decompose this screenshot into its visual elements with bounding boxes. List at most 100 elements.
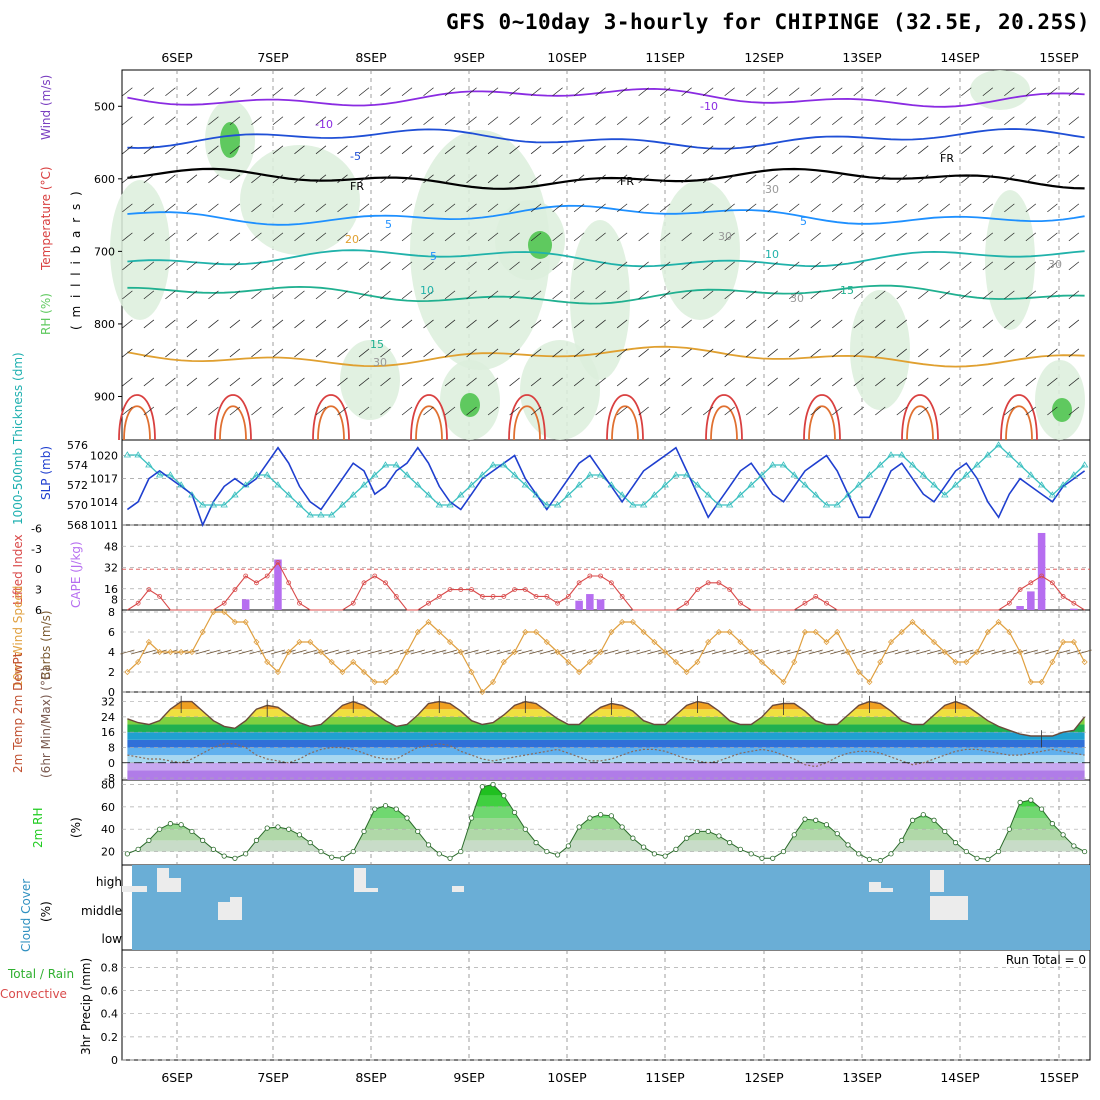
wind-barb xyxy=(552,174,563,184)
surface-wind-barb xyxy=(367,649,382,655)
wind-barb xyxy=(616,377,628,387)
wind-barb xyxy=(552,319,563,329)
surface-wind-barb xyxy=(862,649,877,655)
lifted-index-point xyxy=(447,587,453,592)
lifted-index-point xyxy=(479,594,485,599)
wind-barb xyxy=(681,174,692,184)
wind-speed-point xyxy=(737,638,744,646)
lifted-index-point xyxy=(135,600,141,606)
rh-point xyxy=(210,846,217,852)
wind-barb xyxy=(875,261,886,271)
cape-tick: 48 xyxy=(104,540,118,553)
rh-point xyxy=(264,825,270,831)
thickness-point xyxy=(575,481,583,488)
wind-barb xyxy=(552,261,563,271)
wind-barb xyxy=(315,87,327,97)
wind-barb xyxy=(724,319,735,329)
wind-barb xyxy=(918,406,929,416)
wind-barb xyxy=(638,348,649,358)
wind-barb xyxy=(659,203,671,213)
wind-barb xyxy=(487,348,499,358)
lifted-index-point xyxy=(501,594,507,599)
wind-barb xyxy=(487,406,499,416)
wind-barb xyxy=(789,145,800,155)
wind-barb xyxy=(638,261,649,271)
rh-point xyxy=(253,837,260,843)
wind-barb xyxy=(423,290,434,300)
wind-barb xyxy=(272,232,284,242)
wind-barb xyxy=(1068,145,1080,155)
wind-barb xyxy=(380,290,391,300)
surface-wind-barb xyxy=(539,649,554,655)
wind-barb xyxy=(961,203,972,213)
rh-shading xyxy=(410,130,550,370)
rh-point xyxy=(522,826,528,832)
lifted-index-point xyxy=(522,587,528,592)
wind-barb xyxy=(509,377,520,387)
thickness-point xyxy=(489,461,497,468)
date-label-bottom: 8SEP xyxy=(355,1070,387,1085)
pressure-tick: 900 xyxy=(94,390,115,403)
surface-temp-contour xyxy=(317,405,345,441)
lifted-index-point xyxy=(684,600,690,606)
wind-barb xyxy=(165,348,176,358)
wind-barb xyxy=(573,87,585,97)
contour-label: -5 xyxy=(350,150,361,163)
date-label-top: 11SEP xyxy=(645,50,685,65)
wind-speed-point xyxy=(887,638,895,646)
wind-barb xyxy=(918,116,929,126)
lifted-index-point xyxy=(232,587,238,592)
surface-wind-barb xyxy=(335,649,350,655)
rh-point xyxy=(243,851,249,857)
lifted-index-point xyxy=(286,580,292,586)
thickness-tick: 576 xyxy=(67,439,88,452)
wind-barb xyxy=(1047,232,1058,242)
cloud-clear-patch xyxy=(366,888,378,892)
wind-barb xyxy=(573,261,585,271)
rh-point xyxy=(995,848,1002,855)
wind-barb xyxy=(509,116,520,126)
wind-tick: 6 xyxy=(108,626,115,639)
rh-shading-high xyxy=(220,122,240,158)
surface-wind-barb xyxy=(722,649,737,655)
wind-speed-point xyxy=(382,678,389,686)
thickness-tick: 570 xyxy=(67,499,88,512)
thickness-point xyxy=(941,491,949,498)
wind-speed-point xyxy=(425,618,432,626)
date-label-bottom: 7SEP xyxy=(257,1070,289,1085)
date-label-top: 9SEP xyxy=(453,50,485,65)
wind-barb xyxy=(251,116,262,126)
wind-barb xyxy=(681,145,692,155)
wind-barb xyxy=(229,174,241,184)
rh-point xyxy=(834,831,840,837)
wind-barb xyxy=(272,290,284,300)
wind-barb xyxy=(767,87,778,97)
wind-barb xyxy=(810,87,821,97)
wind-barb xyxy=(208,87,219,97)
surface-temp-contour xyxy=(415,405,443,441)
lifted-index-point xyxy=(802,600,808,606)
wind-speed-point xyxy=(791,658,798,666)
thickness-point xyxy=(876,461,884,468)
wind-speed-point xyxy=(629,618,636,626)
wind-barb xyxy=(638,116,649,126)
temp-band xyxy=(127,755,1085,763)
wind-barb xyxy=(165,145,176,155)
thickness-point xyxy=(510,471,519,478)
wind-barb xyxy=(918,290,929,300)
wind-speed-point xyxy=(339,668,346,676)
wind-barb xyxy=(229,290,241,300)
wind-barb xyxy=(423,145,434,155)
rh-point xyxy=(361,828,367,835)
wind-barb xyxy=(466,203,477,213)
wind-barb xyxy=(832,319,843,329)
lifted-index-point xyxy=(533,594,539,599)
wind-barb xyxy=(702,87,714,97)
rh-point xyxy=(468,815,475,821)
wind-barb xyxy=(724,145,735,155)
thickness-point xyxy=(725,501,734,508)
wind-speed-point xyxy=(909,618,916,626)
wind-barb xyxy=(294,145,305,155)
temp-band xyxy=(127,709,1085,717)
wind-barb xyxy=(810,261,821,271)
